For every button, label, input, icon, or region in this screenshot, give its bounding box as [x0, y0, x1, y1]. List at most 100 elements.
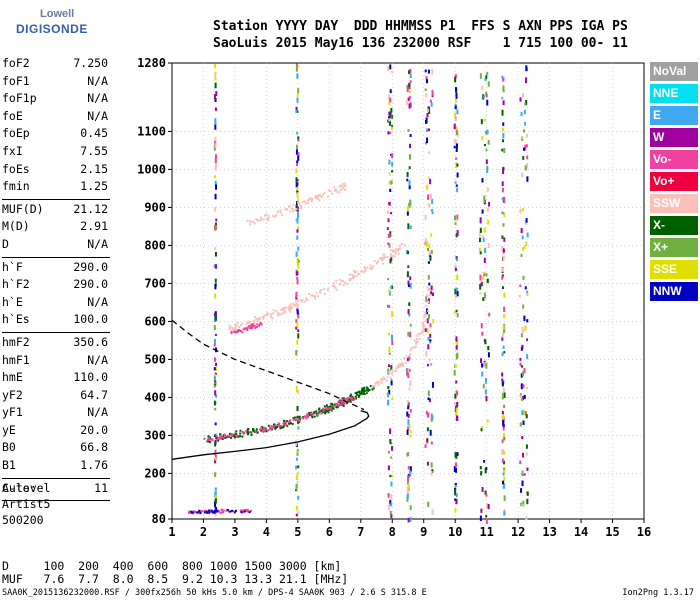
- echo-point: [481, 371, 484, 377]
- echo-point: [292, 418, 295, 421]
- echo-point: [284, 208, 287, 211]
- echo-point: [502, 416, 505, 420]
- echo-point: [502, 471, 505, 476]
- version-footer: Ion2Png 1.3.17: [622, 588, 694, 598]
- echo-point: [503, 469, 506, 473]
- echo-point: [290, 305, 293, 308]
- echo-point: [248, 511, 251, 514]
- echo-point: [383, 378, 386, 381]
- echo-point: [426, 461, 429, 466]
- echo-point: [454, 288, 457, 295]
- echo-point: [258, 219, 261, 222]
- echo-point: [258, 317, 261, 320]
- echo-point: [503, 148, 506, 154]
- echo-point: [317, 412, 320, 415]
- echo-point: [503, 306, 506, 312]
- echo-point: [388, 116, 391, 119]
- echo-point: [522, 156, 525, 160]
- echo-point: [317, 197, 320, 200]
- echo-point: [258, 324, 261, 327]
- echo-point: [398, 244, 401, 247]
- echo-point: [407, 368, 410, 372]
- echo-point: [431, 90, 434, 96]
- echo-point: [390, 180, 393, 185]
- echo-point: [503, 214, 506, 218]
- echo-point: [214, 449, 217, 456]
- echo-point: [296, 187, 299, 191]
- echo-point: [501, 246, 504, 252]
- echo-point: [488, 312, 491, 317]
- echo-point: [333, 403, 336, 406]
- echo-point: [298, 417, 301, 420]
- echo-point: [215, 366, 218, 371]
- echo-point: [295, 319, 298, 323]
- echo-point: [295, 218, 298, 221]
- echo-point: [235, 324, 238, 327]
- echo-point: [483, 460, 486, 463]
- echo-point: [220, 508, 223, 511]
- echo-point: [296, 308, 299, 311]
- echo-point: [299, 204, 302, 207]
- echo-point: [400, 243, 403, 246]
- echo-point: [209, 436, 212, 439]
- echo-point: [406, 357, 409, 362]
- echo-point: [238, 435, 241, 438]
- echo-point: [485, 93, 488, 98]
- echo-point: [312, 295, 315, 298]
- echo-point: [502, 85, 505, 91]
- echo-point: [425, 350, 428, 357]
- param-value: 290.0: [73, 259, 108, 274]
- echo-point: [502, 424, 505, 428]
- echo-point: [358, 391, 361, 394]
- echo-point: [272, 423, 275, 426]
- echo-point: [271, 317, 274, 320]
- echo-point: [276, 314, 279, 317]
- echo-point: [408, 313, 411, 317]
- echo-point: [372, 387, 375, 390]
- echo-point: [380, 257, 383, 260]
- echo-point: [199, 509, 202, 512]
- echo-point: [407, 332, 410, 337]
- echo-point: [228, 327, 231, 330]
- echo-point: [391, 285, 394, 289]
- echo-point: [214, 491, 217, 498]
- echo-point: [408, 302, 411, 307]
- param-name: M(D): [2, 219, 30, 234]
- echo-point: [428, 289, 431, 292]
- echo-point: [501, 378, 504, 382]
- echo-point: [213, 367, 216, 371]
- echo-point: [501, 75, 504, 79]
- echo-point: [323, 191, 326, 194]
- echo-point: [295, 109, 298, 113]
- echo-point: [387, 131, 390, 135]
- echo-point: [234, 509, 237, 512]
- echo-point: [406, 211, 409, 216]
- echo-point: [502, 412, 505, 418]
- echo-point: [519, 460, 522, 465]
- echo-point: [319, 291, 322, 294]
- echo-point: [341, 397, 344, 400]
- echo-point: [296, 199, 299, 203]
- echo-point: [503, 197, 506, 204]
- echo-point: [295, 182, 298, 188]
- echo-point: [317, 295, 320, 298]
- echo-point: [518, 294, 521, 298]
- echo-point: [217, 510, 220, 513]
- echo-point: [214, 247, 217, 250]
- echo-point: [297, 389, 300, 394]
- echo-point: [391, 372, 394, 375]
- echo-point: [486, 187, 489, 192]
- echo-point: [316, 413, 319, 416]
- echo-point: [502, 255, 505, 261]
- echo-point: [455, 87, 458, 92]
- echo-point: [430, 209, 433, 212]
- echo-point: [525, 490, 528, 495]
- echo-point: [253, 222, 256, 225]
- echo-point: [296, 305, 299, 308]
- echo-point: [360, 389, 363, 392]
- echo-point: [520, 502, 523, 507]
- echo-point: [519, 208, 522, 214]
- station-header: Station YYYY DAY DDD HHMMSS P1 FFS S AXN…: [213, 18, 628, 52]
- echo-point: [407, 223, 410, 230]
- echo-point: [387, 386, 390, 390]
